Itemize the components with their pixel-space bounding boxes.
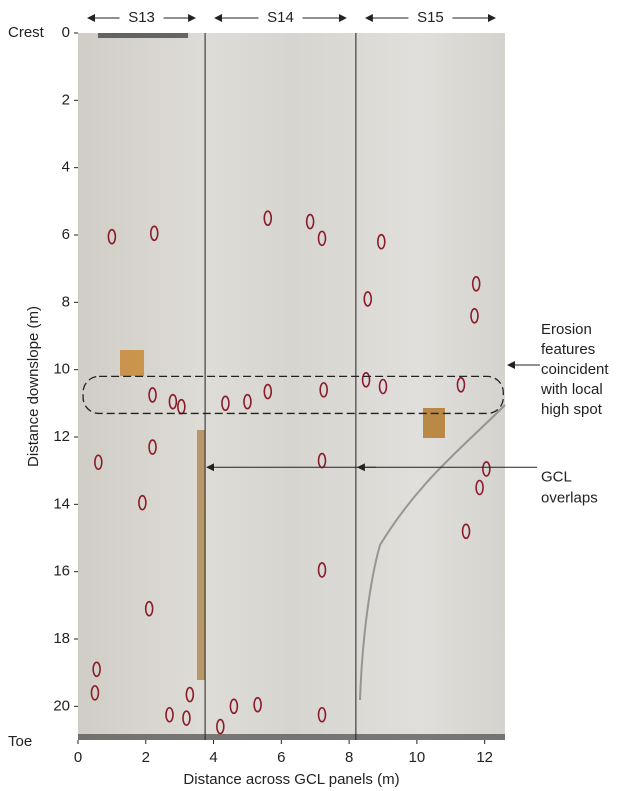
y-tick-label: 14 (53, 495, 70, 512)
toe-label: Toe (8, 733, 32, 750)
erosion-outline (229, 698, 239, 715)
y-tick-label: 8 (62, 293, 70, 310)
y-axis-title: Distance downslope (m) (25, 306, 42, 467)
erosion-outline (263, 383, 273, 400)
annotation-overlaps: GCL (541, 468, 572, 485)
erosion-outline (243, 393, 252, 410)
erosion-outline (456, 377, 466, 393)
overlay: S13 S14 S15 0 2 4 6 8 10 12 14 16 18 20 Crest Toe 0 2 4 6 8 1… (8, 9, 609, 788)
erosion-outline (461, 523, 471, 540)
stain (120, 350, 144, 376)
x-tick-label: 8 (345, 749, 353, 766)
annotation-erosion: Erosion (541, 321, 592, 338)
erosion-outline (148, 387, 157, 403)
y-tick-label: 18 (53, 630, 70, 647)
erosion-outline (90, 685, 100, 701)
annotation-erosion: with local (540, 381, 603, 398)
crest-edge (98, 33, 188, 38)
y-tick-label: 16 (53, 563, 70, 580)
crest-label: Crest (8, 24, 45, 41)
erosion-outline (149, 225, 159, 242)
erosion-outline (185, 686, 195, 703)
y-tick-label: 12 (53, 428, 70, 445)
erosion-outline (377, 233, 386, 250)
x-tick-label: 10 (409, 749, 426, 766)
x-tick-label: 12 (476, 749, 493, 766)
crease (359, 404, 506, 701)
erosion-outline (363, 291, 373, 307)
annotation-overlaps: overlaps (541, 489, 598, 506)
erosion-outline (92, 661, 101, 678)
erosion-outline (221, 395, 230, 412)
y-tick-label: 2 (62, 91, 70, 108)
erosion-outline (317, 230, 327, 247)
y-tick-label: 6 (62, 226, 70, 243)
photo-background (78, 33, 505, 740)
erosion-outline (144, 600, 154, 617)
annotation-erosion: features (541, 341, 595, 358)
y-tick-label: 10 (53, 361, 70, 378)
x-tick-label: 4 (209, 749, 217, 766)
stain (197, 430, 205, 680)
y-tick-label: 0 (62, 24, 70, 41)
panel-label: S15 (417, 9, 444, 26)
erosion-outline (475, 479, 484, 496)
erosion-outline (305, 213, 315, 230)
highlight-region (82, 375, 504, 415)
panel-label: S14 (267, 9, 294, 26)
photo (78, 33, 506, 740)
erosion-outline (168, 393, 178, 410)
annotation-erosion: high spot (541, 401, 603, 418)
y-tick-label: 20 (53, 697, 70, 714)
x-tick-label: 2 (142, 749, 150, 766)
erosion-outline (216, 718, 225, 735)
annotation-erosion: coincident (541, 361, 609, 378)
erosion-outline (361, 371, 371, 388)
erosion-outline (378, 378, 388, 395)
toe-edge (78, 734, 505, 740)
erosion-outline (317, 706, 327, 723)
erosion-outline (471, 276, 481, 292)
erosion-outline (148, 439, 157, 455)
erosion-outline (94, 454, 103, 471)
erosion-outline (182, 710, 191, 726)
erosion-outline (317, 562, 327, 578)
erosion-outline (253, 696, 262, 713)
x-axis-title: Distance across GCL panels (m) (183, 771, 399, 788)
x-tick-label: 0 (74, 749, 82, 766)
erosion-outline (319, 382, 328, 398)
y-tick-label: 4 (62, 159, 70, 176)
stain (423, 408, 445, 438)
x-tick-label: 6 (277, 749, 285, 766)
erosion-outline (263, 210, 273, 226)
erosion-outline (470, 307, 479, 324)
erosion-outline (107, 228, 117, 245)
erosion-outline (165, 706, 174, 723)
erosion-outline (138, 494, 147, 511)
panel-label: S13 (128, 9, 155, 26)
erosion-outline (482, 461, 491, 477)
